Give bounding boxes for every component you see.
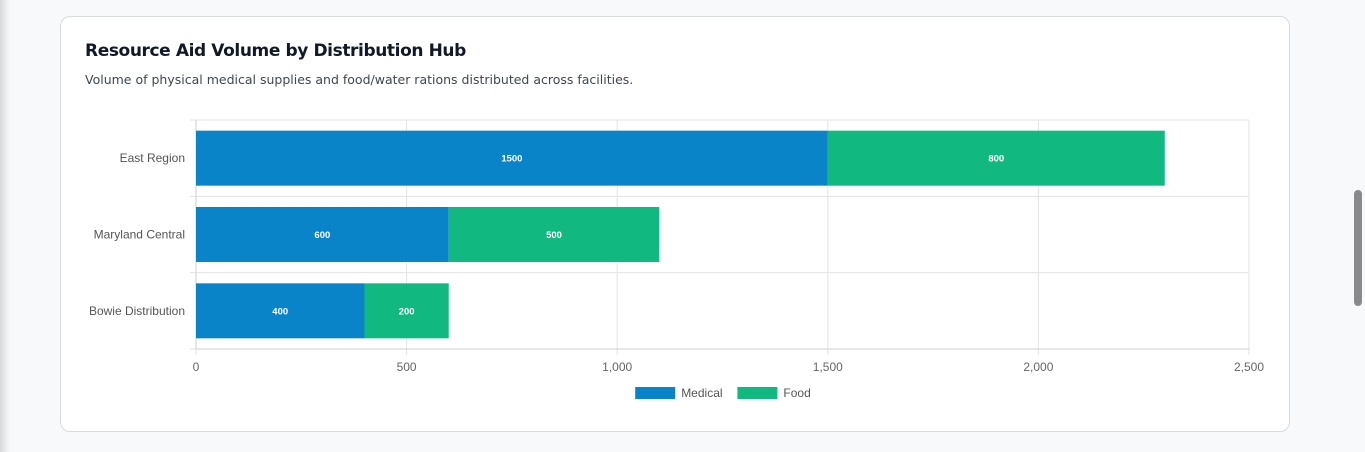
- scrollbar-thumb[interactable]: [1354, 190, 1362, 306]
- bar-food: [827, 130, 1165, 186]
- data-label: 600: [314, 230, 330, 241]
- x-tick-label: 0: [193, 360, 200, 374]
- x-tick-label: 1,000: [602, 360, 632, 374]
- bar-food: [364, 283, 449, 339]
- y-tick-label: Maryland Central: [94, 228, 185, 242]
- x-tick-label: 1,500: [813, 360, 843, 374]
- y-tick-label: Bowie Distribution: [89, 304, 185, 318]
- chart-subtitle: Volume of physical medical supplies and …: [85, 72, 634, 87]
- legend-swatch-medical: [635, 387, 676, 399]
- data-label: 800: [988, 154, 1004, 165]
- x-tick-label: 500: [397, 360, 417, 374]
- legend-label-food: Food: [783, 386, 810, 400]
- legend-swatch-food: [737, 387, 778, 399]
- data-label: 1500: [501, 154, 522, 165]
- bar-food: [448, 207, 660, 262]
- bar-medical: [196, 283, 365, 339]
- data-label: 400: [272, 306, 288, 317]
- chart-title: Resource Aid Volume by Distribution Hub: [85, 41, 466, 61]
- chart-card: Resource Aid Volume by Distribution Hub …: [60, 16, 1290, 432]
- data-label: 500: [546, 230, 562, 241]
- y-tick-label: East Region: [120, 151, 185, 165]
- x-tick-label: 2,500: [1234, 360, 1264, 374]
- bar-chart: 0 500 1,000 1,500 2,000 2,500 East Region 1500 8…: [89, 119, 1264, 400]
- data-label: 200: [399, 306, 415, 317]
- page-edge-shadow: [0, 0, 10, 452]
- x-tick-label: 2,000: [1023, 360, 1053, 374]
- legend-label-medical: Medical: [681, 386, 722, 400]
- bar-medical: [196, 207, 449, 262]
- bar-medical: [196, 130, 828, 186]
